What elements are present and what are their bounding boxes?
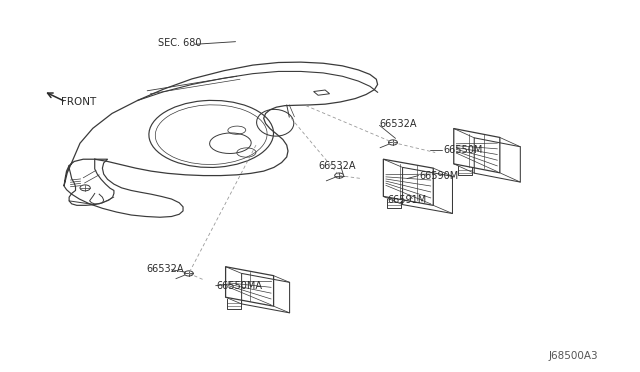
Text: 66591M: 66591M — [388, 195, 427, 205]
Text: 66532A: 66532A — [318, 161, 356, 171]
Text: 66590M: 66590M — [420, 171, 459, 180]
Text: J68500A3: J68500A3 — [548, 352, 598, 361]
Text: 66550MA: 66550MA — [216, 281, 262, 291]
Text: 66532A: 66532A — [146, 264, 184, 273]
Text: 66550M: 66550M — [443, 145, 483, 154]
Text: FRONT: FRONT — [61, 97, 96, 106]
Text: 66532A: 66532A — [380, 119, 417, 129]
Text: SEC. 680: SEC. 680 — [158, 38, 202, 48]
